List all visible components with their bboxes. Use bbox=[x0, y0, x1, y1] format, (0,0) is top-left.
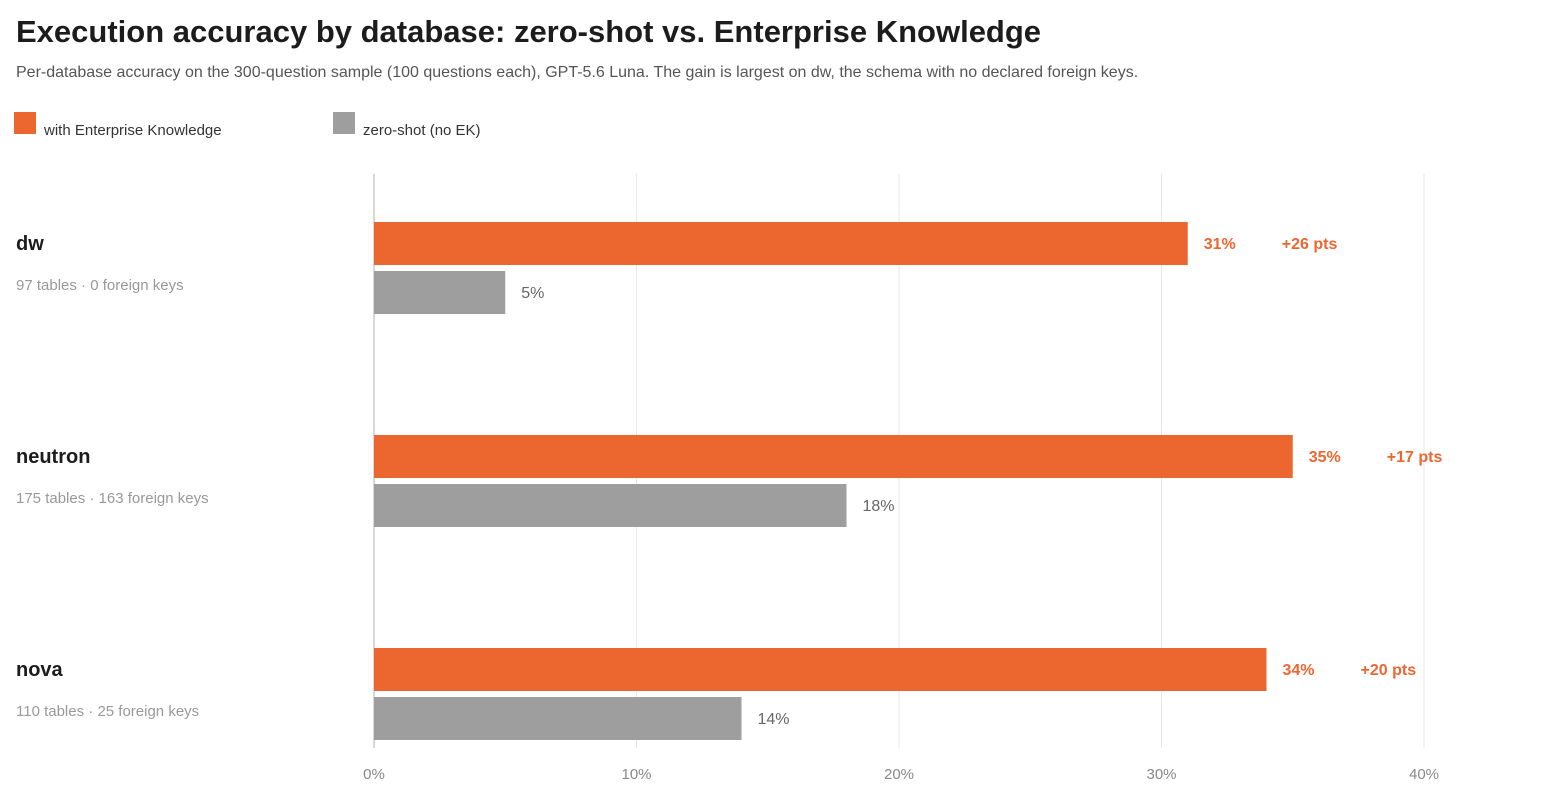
category-label: dw bbox=[16, 233, 44, 255]
category-detail: 97 tables · 0 foreign keys bbox=[16, 277, 184, 294]
bar-ek bbox=[374, 648, 1267, 691]
x-tick-label: 0% bbox=[363, 766, 385, 783]
x-tick-label: 10% bbox=[621, 766, 651, 783]
bar-zero-shot bbox=[374, 484, 847, 527]
chart-subtitle: Per-database accuracy on the 300-questio… bbox=[16, 64, 1139, 81]
bar-value-label-ek: 34% bbox=[1283, 662, 1315, 679]
gain-label: +17 pts bbox=[1387, 449, 1443, 466]
bar-zero-shot bbox=[374, 271, 506, 314]
category-detail: 110 tables · 25 foreign keys bbox=[16, 703, 199, 720]
bar-zero-shot bbox=[374, 697, 742, 740]
legend-swatch-zero-shot bbox=[333, 112, 355, 134]
legend-swatch-ek bbox=[14, 112, 36, 134]
bar-value-label-zero-shot: 14% bbox=[758, 711, 790, 728]
category-label: nova bbox=[16, 659, 64, 681]
bar-value-label-zero-shot: 5% bbox=[521, 285, 544, 302]
gain-label: +20 pts bbox=[1361, 662, 1417, 679]
bar-ek bbox=[374, 222, 1188, 265]
legend-label-ek: with Enterprise Knowledge bbox=[44, 122, 222, 139]
bar-value-label-ek: 31% bbox=[1204, 236, 1236, 253]
gain-label: +26 pts bbox=[1282, 236, 1338, 253]
x-tick-label: 40% bbox=[1409, 766, 1439, 783]
category-label: neutron bbox=[16, 446, 90, 468]
legend-label-zero-shot: zero-shot (no EK) bbox=[363, 122, 481, 139]
x-tick-label: 20% bbox=[884, 766, 914, 783]
bar-value-label-zero-shot: 18% bbox=[863, 498, 895, 515]
bar-value-label-ek: 35% bbox=[1309, 449, 1341, 466]
chart-title: Execution accuracy by database: zero-sho… bbox=[16, 14, 1042, 49]
category-detail: 175 tables · 163 foreign keys bbox=[16, 490, 209, 507]
bar-ek bbox=[374, 435, 1293, 478]
x-tick-label: 30% bbox=[1146, 766, 1176, 783]
